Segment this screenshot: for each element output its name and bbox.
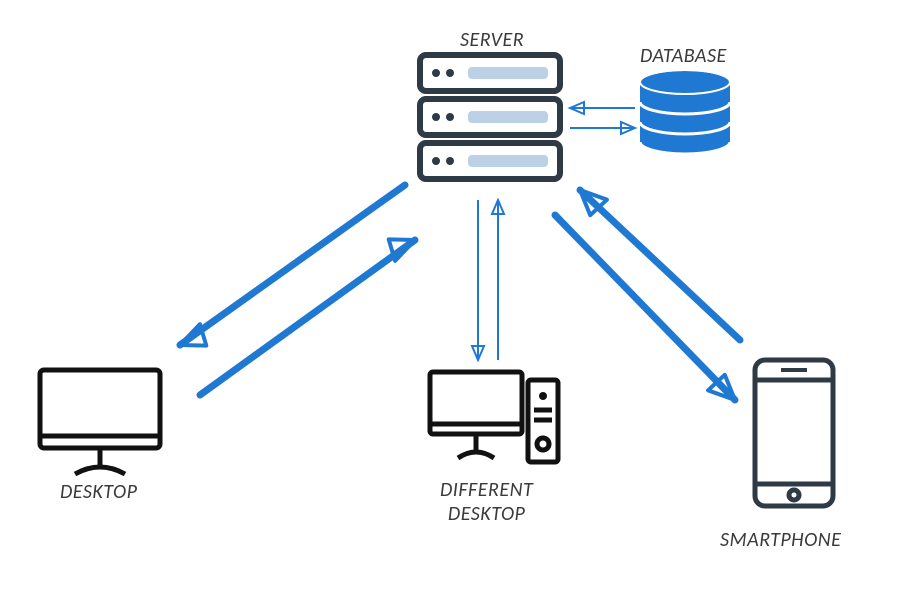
desktop-icon [40, 370, 160, 474]
server-icon [420, 55, 560, 179]
edge-server-database [570, 102, 635, 134]
diffdesk-label: DIFFERENT DESKTOP [440, 478, 533, 526]
server-label: SERVER [460, 28, 524, 52]
database-icon [640, 70, 730, 154]
database-label: DATABASE [640, 44, 727, 68]
edge-server-desktop [180, 185, 415, 395]
phone-label: SMARTPHONE [720, 528, 841, 552]
edge-server-phone [555, 188, 740, 403]
edge-server-diffdesk [472, 200, 504, 360]
different-desktop-icon [430, 372, 558, 462]
smartphone-icon [755, 360, 833, 506]
desktop-label: DESKTOP [60, 480, 137, 504]
